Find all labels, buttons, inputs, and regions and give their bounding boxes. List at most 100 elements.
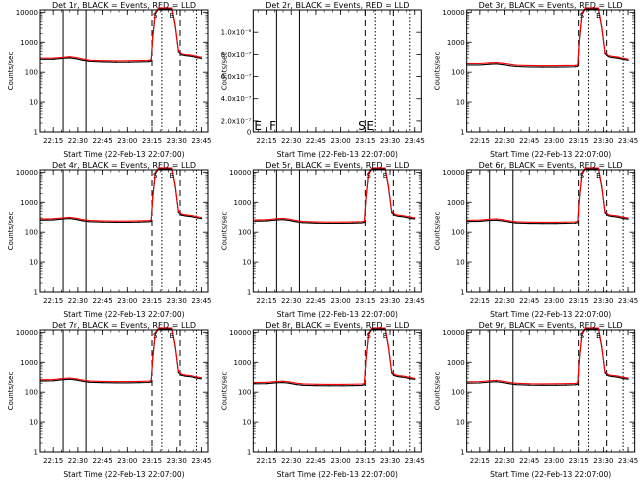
series-point-events	[302, 384, 304, 386]
series-point-lld	[152, 34, 154, 36]
series-point-lld	[52, 378, 54, 381]
series-point-events	[594, 328, 596, 330]
series-point-lld	[384, 327, 386, 329]
x-tick-label: 23:30	[593, 137, 613, 145]
x-tick-label: 23:15	[142, 137, 162, 145]
series-point-events	[607, 375, 609, 377]
x-tick-label: 23:30	[380, 297, 400, 305]
x-tick-label: 23:30	[380, 137, 400, 145]
x-tick-label: 23:45	[618, 457, 638, 465]
series-point-events	[479, 64, 481, 66]
series-point-events	[624, 378, 626, 380]
series-point-lld	[82, 58, 84, 60]
marker-label: E	[383, 172, 387, 180]
y-tick-label: 10	[242, 419, 251, 427]
series-point-lld	[404, 215, 406, 217]
series-point-events	[564, 66, 567, 68]
series-point-events	[495, 381, 497, 383]
plot-frame	[252, 9, 422, 133]
series-point-lld	[174, 344, 176, 347]
series-point-lld	[148, 220, 150, 222]
series-point-lld	[128, 60, 130, 62]
series-point-events	[400, 216, 403, 218]
y-tick-label: 1	[247, 289, 251, 297]
series-point-lld	[265, 381, 268, 383]
series-point-events	[591, 8, 593, 10]
marker-label: S	[153, 12, 158, 20]
series-point-lld	[275, 218, 277, 220]
x-axis-label: Start Time (22-Feb-13 22:07:00)	[277, 150, 398, 159]
series-point-lld	[52, 218, 54, 220]
plot-frame	[39, 329, 209, 453]
series-point-events	[128, 61, 130, 63]
marker-label: F	[269, 119, 276, 133]
series-point-events	[594, 168, 596, 170]
x-tick-label: 22:45	[92, 137, 112, 145]
series-point-events	[528, 222, 530, 225]
series-line-events	[466, 168, 629, 225]
series-point-lld	[627, 58, 629, 60]
marker-label: E	[596, 172, 600, 180]
series-point-lld	[591, 327, 593, 329]
series-point-events	[361, 384, 363, 387]
series-point-events	[164, 168, 166, 170]
series-line-events	[466, 8, 629, 68]
y-tick-label: 10	[29, 99, 38, 107]
series-point-events	[200, 378, 203, 380]
series-point-lld	[604, 211, 606, 213]
series-point-events	[515, 222, 517, 224]
series-point-events	[282, 381, 284, 384]
series-line-lld	[466, 167, 629, 223]
x-axis-label: Start Time (22-Feb-13 22:07:00)	[277, 310, 398, 319]
series-point-events	[101, 382, 104, 384]
series-point-lld	[351, 221, 353, 223]
series-point-lld	[617, 56, 619, 58]
series-point-lld	[164, 7, 166, 9]
series-point-lld	[82, 379, 84, 381]
y-tick-label: 4.0x10⁻⁷	[221, 95, 252, 103]
series-point-lld	[528, 64, 530, 67]
series-point-lld	[515, 221, 517, 223]
y-tick-label: 1000	[447, 199, 465, 207]
x-tick-label: 23:15	[355, 297, 375, 305]
series-point-events	[407, 377, 409, 379]
series-point-lld	[174, 184, 176, 186]
panel-title: Det 2r, BLACK = Events, RED = LLD	[265, 1, 409, 10]
series-point-lld	[88, 219, 91, 222]
series-point-lld	[581, 172, 583, 174]
series-point-lld	[177, 370, 179, 373]
series-point-lld	[489, 380, 491, 382]
series-point-lld	[611, 214, 613, 216]
series-point-events	[541, 384, 544, 386]
series-point-lld	[374, 327, 376, 329]
series-point-lld	[197, 376, 199, 378]
y-tick-label: 100	[25, 229, 38, 237]
series-point-lld	[617, 215, 619, 217]
series-point-lld	[190, 54, 193, 56]
series-line-lld	[40, 327, 202, 383]
series-point-events	[69, 217, 71, 220]
marker-label: S	[153, 172, 158, 180]
series-point-events	[101, 221, 104, 223]
series-point-lld	[148, 59, 150, 61]
panel-title: Det 7r, BLACK = Events, RED = LLD	[52, 321, 196, 330]
series-point-events	[265, 383, 268, 385]
series-point-lld	[502, 62, 504, 64]
y-tick-label: 6.0x10⁻⁷	[221, 73, 252, 81]
series-point-lld	[351, 383, 353, 385]
series-point-lld	[614, 375, 616, 377]
series-point-lld	[581, 12, 583, 14]
series-point-lld	[328, 383, 330, 386]
series-point-events	[564, 222, 567, 225]
series-point-lld	[184, 214, 186, 216]
series-point-lld	[177, 210, 179, 212]
series-point-lld	[377, 327, 380, 329]
series-point-lld	[171, 167, 173, 169]
series-point-events	[502, 63, 504, 66]
x-tick-label: 22:30	[281, 297, 301, 305]
series-point-events	[611, 56, 613, 59]
series-point-events	[394, 214, 396, 217]
series-point-lld	[607, 54, 609, 57]
series-point-events	[82, 380, 84, 382]
